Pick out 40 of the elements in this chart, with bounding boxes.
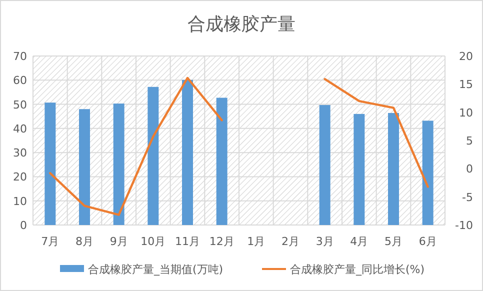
bar <box>319 105 330 225</box>
y-tick-label: 70 <box>13 50 27 63</box>
x-tick-label: 5月 <box>384 235 402 248</box>
x-tick-label: 7月 <box>41 235 60 248</box>
y-tick-label: 0 <box>20 219 27 232</box>
x-tick-label: 9月 <box>110 235 128 248</box>
y-tick-label: 40 <box>13 122 27 136</box>
bar <box>422 120 434 225</box>
x-tick-label: 10月 <box>140 235 166 248</box>
y-tick-label: 60 <box>13 74 27 88</box>
x-tick-label: 3月 <box>316 235 334 248</box>
y2-tick-label: 15 <box>459 78 473 92</box>
x-tick-label: 4月 <box>350 235 368 248</box>
y2-tick-label: 5 <box>466 134 473 148</box>
y-tick-label: 50 <box>13 98 27 112</box>
legend-label: 合成橡胶产量_当期值(万吨) <box>88 263 224 276</box>
x-tick-label: 1月 <box>247 235 266 248</box>
y2-tick-label: 0 <box>466 162 473 176</box>
bar <box>44 102 56 225</box>
y2-tick-label: -10 <box>455 219 473 232</box>
chart-title: 合成橡胶产量 <box>188 14 296 35</box>
bar <box>113 104 124 225</box>
x-tick-label: 6月 <box>418 235 437 248</box>
bar <box>388 112 399 225</box>
bar <box>79 109 90 225</box>
y-tick-label: 30 <box>13 146 27 160</box>
x-tick-label: 8月 <box>76 235 94 248</box>
y2-tick-label: 10 <box>459 106 473 120</box>
bar <box>354 114 365 225</box>
x-tick-label: 2月 <box>282 235 300 248</box>
legend-label: 合成橡胶产量_同比增长(%) <box>290 263 425 276</box>
y-tick-label: 10 <box>13 194 27 208</box>
x-tick-label: 11月 <box>175 235 200 248</box>
y2-tick-label: -5 <box>462 190 473 204</box>
x-tick-label: 12月 <box>209 235 234 248</box>
bar <box>182 80 193 225</box>
bar <box>216 98 228 225</box>
y2-tick-label: 20 <box>459 50 473 63</box>
bar <box>148 86 159 225</box>
y-tick-label: 20 <box>13 170 27 184</box>
